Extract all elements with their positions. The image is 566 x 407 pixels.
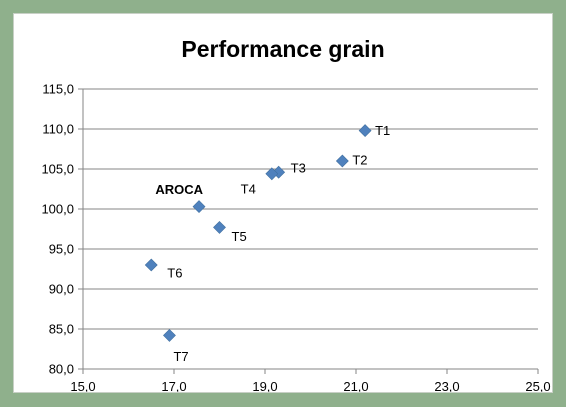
point-label-aroca: AROCA	[155, 182, 203, 197]
data-point-t5	[213, 220, 226, 234]
y-tick-label: 90,0	[49, 282, 74, 297]
data-point-t6	[144, 258, 158, 272]
scatter-chart: Performance grain 80,0 85,0 90,0 95,0 100,0 1…	[41, 36, 550, 393]
x-tick-label: 23,0	[434, 379, 459, 392]
data-point-t4	[265, 167, 279, 181]
chart-title: Performance grain	[181, 36, 384, 62]
data-points	[144, 124, 372, 342]
point-label-t4: T4	[241, 181, 256, 196]
point-label-t7: T7	[173, 349, 188, 364]
data-point-t1	[358, 124, 372, 138]
x-tick-label: 15,0	[70, 379, 95, 392]
x-tick-label: 19,0	[252, 379, 277, 392]
y-tick-label: 110,0	[42, 122, 74, 137]
point-label-t3: T3	[291, 161, 306, 176]
y-tick-label: 115,0	[42, 82, 74, 97]
point-label-t6: T6	[167, 266, 182, 281]
point-label-t5: T5	[232, 229, 247, 244]
y-tick-label: 85,0	[49, 322, 74, 337]
axes	[78, 88, 539, 374]
point-label-t1: T1	[375, 123, 390, 138]
data-point-t7	[163, 328, 176, 342]
x-tick-label: 25,0	[525, 379, 550, 392]
x-tick-label: 21,0	[343, 379, 368, 392]
chart-frame: Performance grain 80,0 85,0 90,0 95,0 100,0 1…	[13, 13, 553, 393]
data-point-aroca	[192, 200, 206, 214]
y-tick-label: 80,0	[49, 362, 74, 377]
y-tick-label: 100,0	[41, 202, 74, 217]
grid-lines	[83, 88, 538, 330]
data-point-t2	[335, 154, 349, 168]
y-tick-label: 105,0	[41, 162, 74, 177]
y-tick-label: 95,0	[49, 242, 74, 257]
point-labels: T1 T2 T3 T4 AROCA T5 T6 T7	[155, 123, 390, 364]
tick-labels: 80,0 85,0 90,0 95,0 100,0 105,0 110,0 115,0 15,0…	[41, 82, 550, 393]
x-tick-label: 17,0	[161, 379, 186, 392]
point-label-t2: T2	[352, 153, 367, 168]
